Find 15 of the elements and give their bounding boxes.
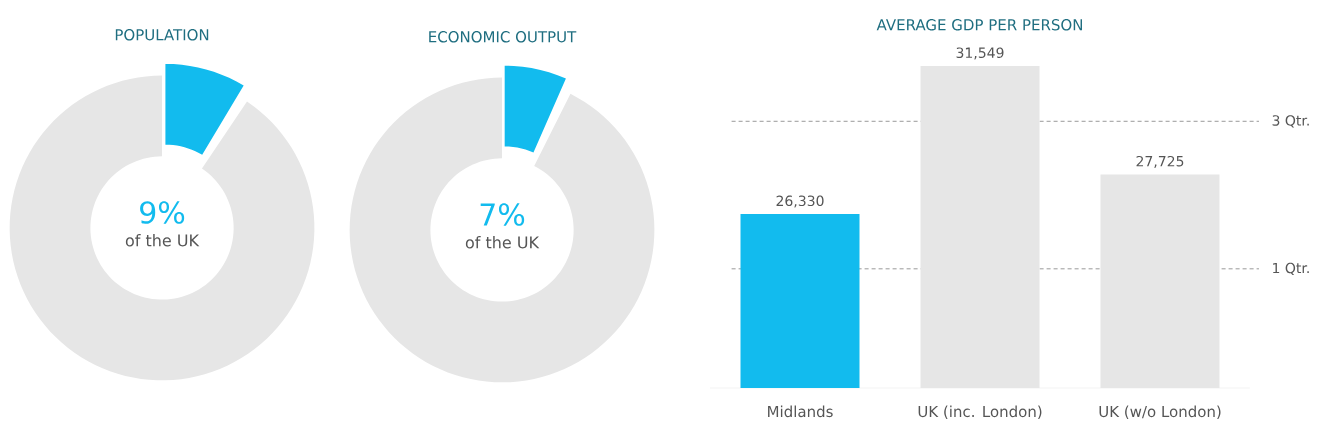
data-label: 27,725 (1136, 155, 1184, 168)
ref-line-label: 3 Qtr. (1272, 115, 1309, 128)
x-tick-label: UK (w/o London) (1099, 405, 1221, 419)
chart-title: ECONOMIC OUTPUT (429, 31, 577, 43)
ref-line-label: 1 Qtr. (1273, 262, 1309, 275)
text: of the UK (465, 236, 540, 249)
data-label: 31,549 (956, 47, 1004, 60)
text: 9% (140, 201, 185, 224)
x-tick-label: Midlands (768, 405, 833, 418)
text: 7% (480, 203, 525, 226)
text: of the UK (125, 234, 200, 247)
data-label: 26,330 (776, 195, 824, 208)
chart-title: POPULATION (115, 29, 209, 41)
x-tick-label: UK (inc. London) (918, 405, 1042, 419)
chart-title: AVERAGE GDP PER PERSON (876, 19, 1082, 31)
